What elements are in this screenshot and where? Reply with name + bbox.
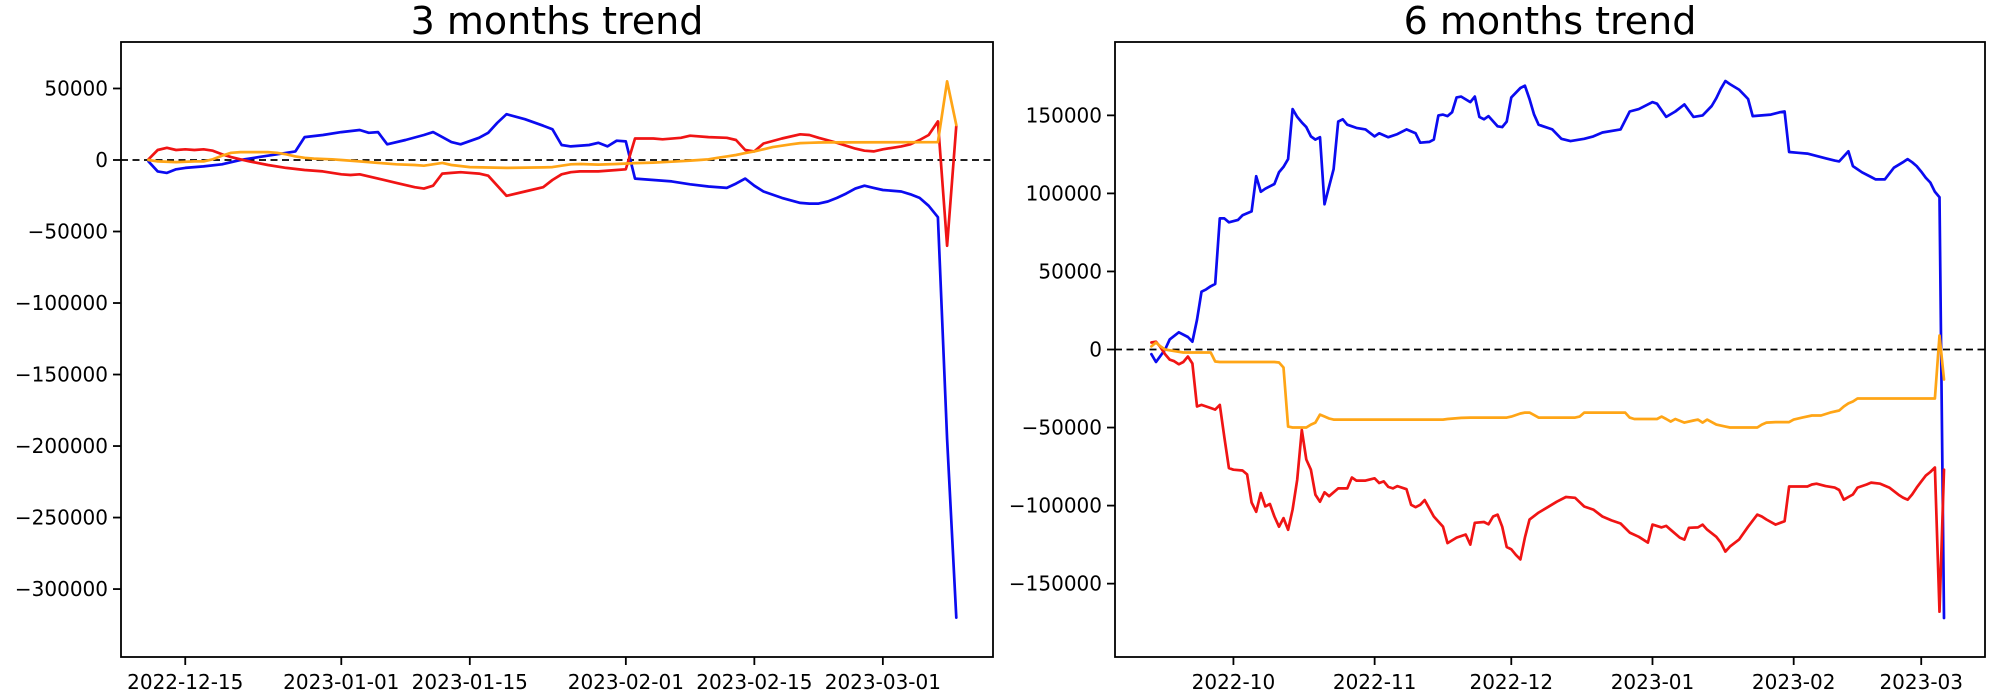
series-line-blue [1150, 79, 1946, 620]
y-tick-label: 150000 [1026, 103, 1102, 127]
x-tick-label: 2022-10 [1192, 670, 1276, 694]
y-tick-label: 0 [1089, 338, 1102, 362]
chart-title-6-months: 6 months trend [1403, 0, 1697, 43]
x-tick-label: 2023-02-15 [696, 670, 812, 694]
y-tick-label: 100000 [1026, 181, 1102, 205]
y-tick-label: 50000 [1038, 259, 1102, 283]
plot-frame [120, 41, 994, 658]
x-tick-label: 2022-11 [1333, 670, 1417, 694]
y-tick-label: −100000 [1009, 494, 1102, 518]
series-line-blue [147, 112, 958, 620]
x-tick-label: 2022-12 [1469, 670, 1553, 694]
x-tick-label: 2023-01-01 [283, 670, 399, 694]
x-tick-label: 2023-03 [1879, 670, 1963, 694]
axes-6-months: 150000 100000 50000 0 −50000 −100000 −150000 20… [1009, 41, 1986, 694]
y-tick-label: −150000 [15, 363, 108, 387]
x-tick-label: 2023-01-15 [412, 670, 528, 694]
y-tick-label: −50000 [28, 220, 108, 244]
y-tick-label: −100000 [15, 291, 108, 315]
y-tick-label: 0 [95, 148, 108, 172]
x-tick-label: 2023-01 [1611, 670, 1695, 694]
axes-3-months: 50000 0 −50000 −100000 −150000 −200000 −250000… [15, 41, 994, 694]
x-tick-label: 2023-02-01 [568, 670, 684, 694]
plot-frame [1114, 41, 1986, 658]
series-line-red [147, 120, 958, 248]
x-tick-label: 2022-12-15 [127, 670, 243, 694]
x-tick-label: 2023-02 [1752, 670, 1836, 694]
y-tick-label: −200000 [15, 434, 108, 458]
series-line-orange [147, 79, 958, 170]
series-line-orange [1150, 334, 1946, 429]
y-tick-label: −250000 [15, 506, 108, 530]
y-tick-label: 50000 [44, 76, 108, 100]
y-tick-label: −150000 [1009, 572, 1102, 596]
series-line-red [1150, 340, 1946, 614]
y-tick-label: −50000 [1022, 416, 1102, 440]
x-tick-label: 2023-03-01 [825, 670, 941, 694]
y-tick-label: −300000 [15, 577, 108, 601]
chart-title-3-months: 3 months trend [410, 0, 704, 43]
